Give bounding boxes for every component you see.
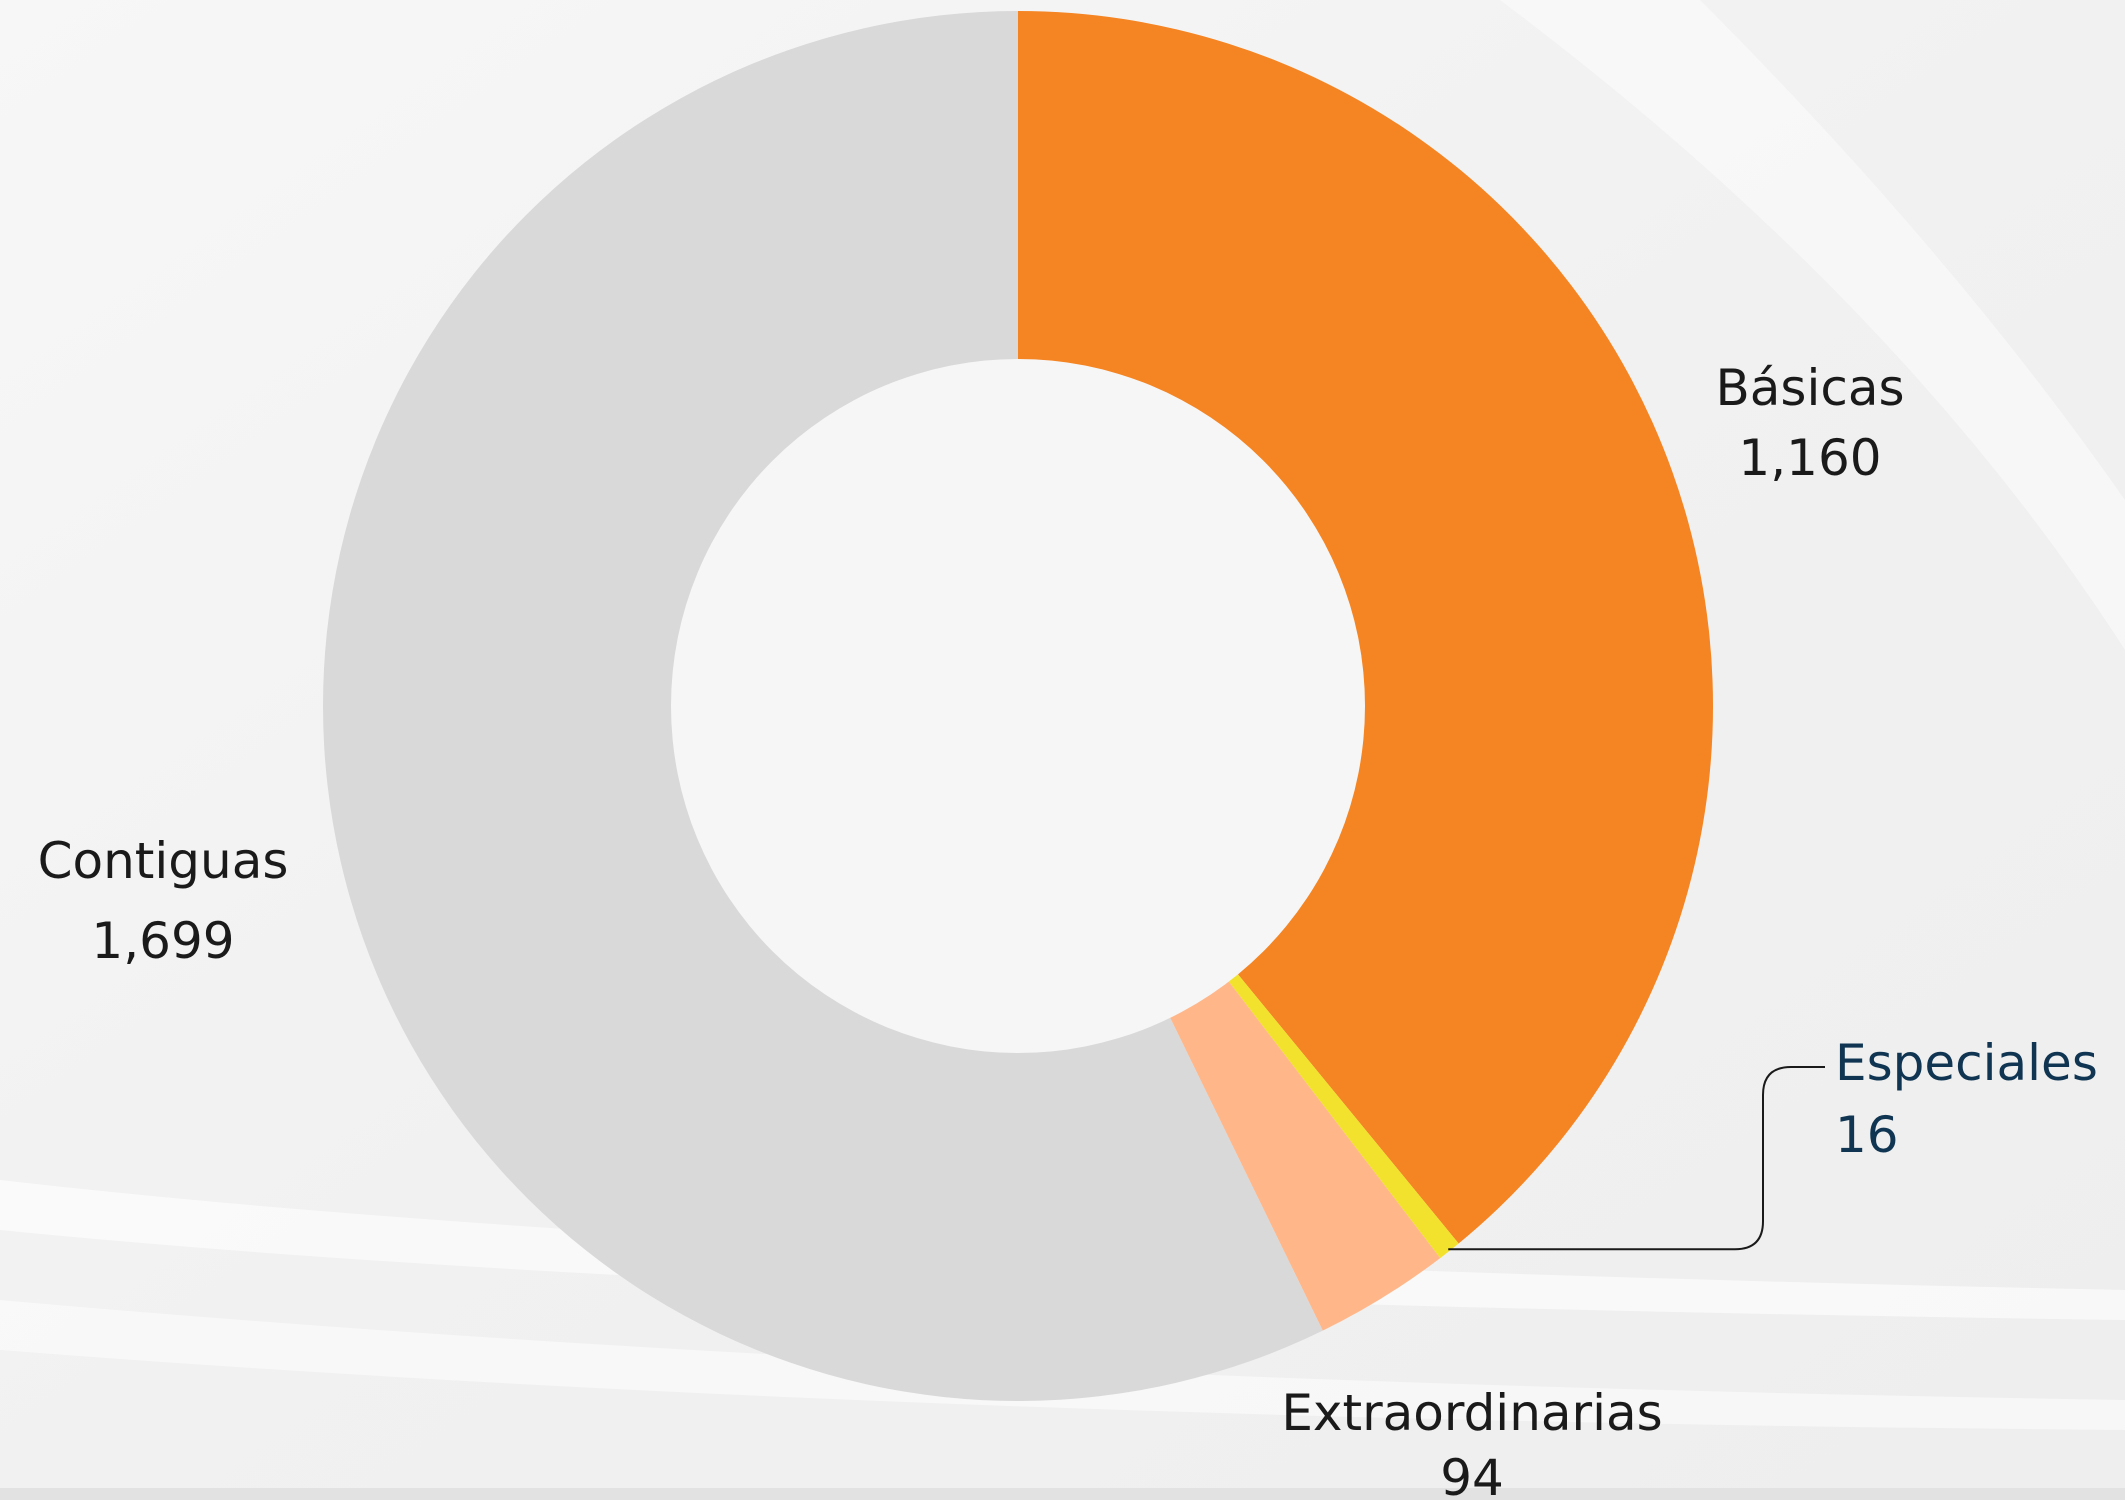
slice-label-value: 1,699 <box>91 912 234 970</box>
leader-line-especiales <box>1448 1066 1825 1251</box>
slice-basicas <box>1018 11 1714 1244</box>
slice-label-name: Extraordinarias <box>1281 1384 1662 1442</box>
slice-label-extraordinarias: Extraordinarias 94 <box>1281 1384 1662 1500</box>
slice-label-especiales: Especiales 16 <box>1835 1034 2098 1164</box>
slice-label-name: Especiales <box>1835 1034 2098 1092</box>
donut-hole <box>671 359 1365 1053</box>
slice-label-name: Básicas <box>1715 359 1904 417</box>
slice-label-name: Contiguas <box>38 832 289 890</box>
slice-label-value: 16 <box>1835 1106 1899 1164</box>
slice-label-contiguas: Contiguas 1,699 <box>38 832 289 970</box>
slice-label-value: 94 <box>1440 1449 1504 1500</box>
slice-label-value: 1,160 <box>1738 429 1881 487</box>
slice-label-basicas: Básicas 1,160 <box>1715 359 1904 487</box>
